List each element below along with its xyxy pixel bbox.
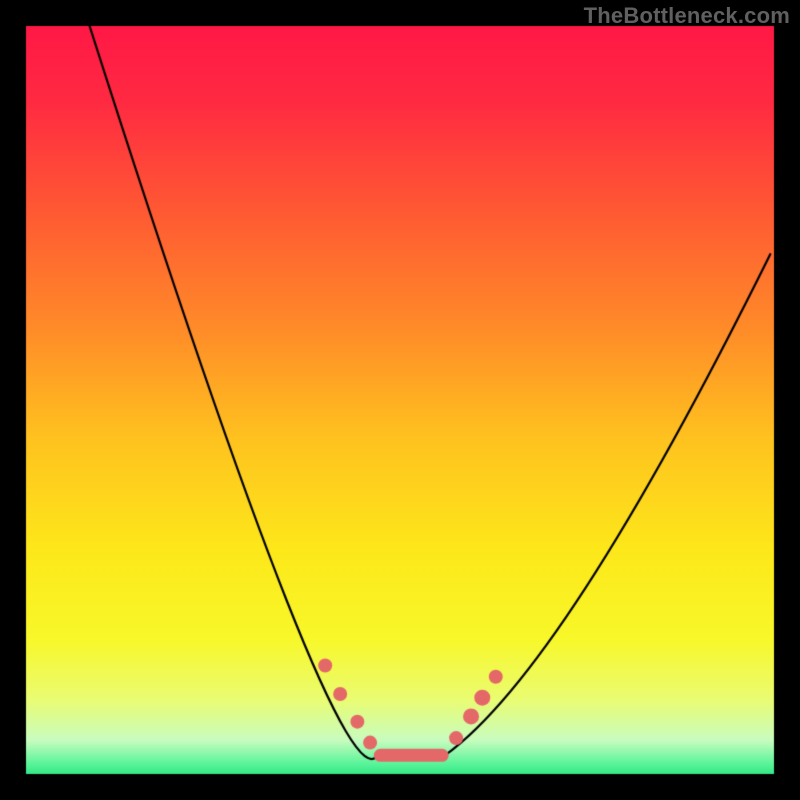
bottleneck-chart-canvas xyxy=(0,0,800,800)
chart-root: TheBottleneck.com xyxy=(0,0,800,800)
